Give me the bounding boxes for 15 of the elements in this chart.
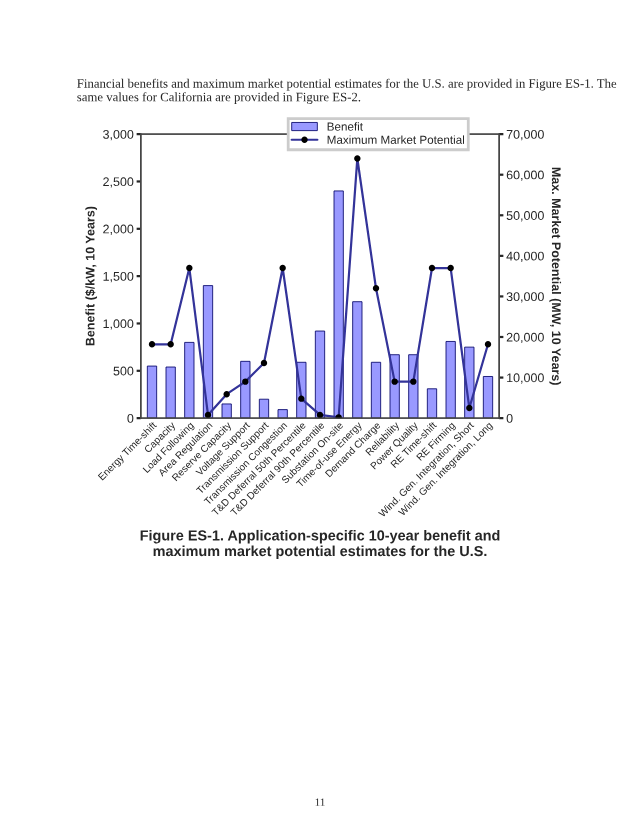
bar <box>277 409 288 419</box>
bar <box>258 398 270 419</box>
bar <box>333 190 344 419</box>
bar <box>352 301 363 419</box>
bar <box>221 403 232 419</box>
bar <box>445 341 456 419</box>
bar <box>202 285 214 419</box>
bar <box>165 366 176 419</box>
bar <box>314 330 326 419</box>
bar <box>426 388 438 419</box>
bar <box>146 365 158 419</box>
bar <box>370 361 382 419</box>
bar <box>240 360 251 419</box>
bar <box>184 341 195 419</box>
bar <box>482 376 494 419</box>
